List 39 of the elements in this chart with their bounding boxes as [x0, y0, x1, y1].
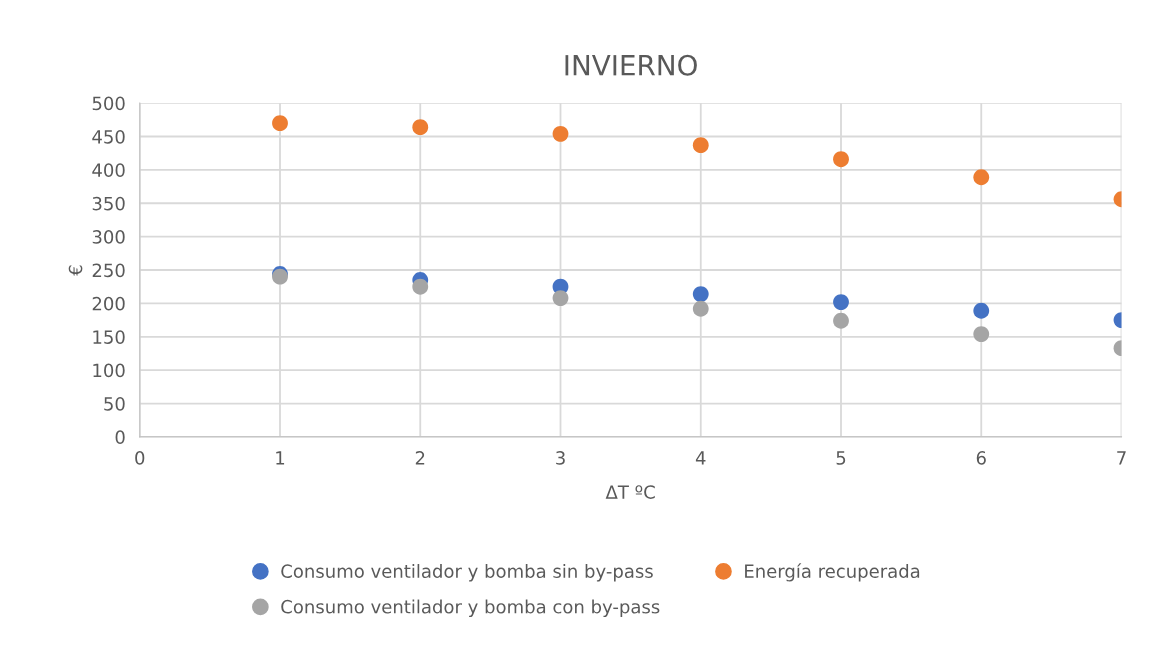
point [552, 290, 569, 306]
y-axis-title: € [68, 265, 83, 276]
x-tick-label: 0 [135, 451, 145, 465]
y-tick-label: 300 [92, 230, 125, 244]
x-axis-title: ΔT ºC [605, 485, 655, 499]
point [833, 294, 849, 310]
x-tick-label: 4 [695, 451, 706, 465]
y-tick-label: 100 [93, 363, 125, 378]
y-tick-label: 350 [92, 196, 125, 211]
x-tick-label: 3 [556, 451, 565, 465]
y-tick-label: 50 [104, 396, 125, 411]
point [272, 115, 288, 132]
point [833, 151, 849, 168]
point [412, 119, 429, 136]
x-tick-label: 1 [276, 451, 285, 465]
y-tick-label: 250 [92, 263, 125, 278]
point [973, 302, 990, 319]
legend-label: Consumo ventilador y bomba con by-pass [281, 599, 660, 618]
x-tick-label: 5 [836, 451, 846, 465]
point [692, 137, 709, 154]
chart-title: INVIERNO [565, 54, 697, 76]
y-tick-label: 150 [93, 330, 125, 344]
legend-label: Energía recuperada [745, 563, 920, 582]
legend-label: Consumo ventilador y bomba sin by-pass [281, 564, 653, 582]
y-tick-label: 450 [92, 129, 125, 144]
y-tick-label: 0 [115, 430, 125, 445]
y-tick-label: 200 [92, 296, 125, 311]
point [692, 286, 709, 302]
point [692, 300, 709, 317]
point [833, 312, 849, 329]
y-tick-label: 500 [92, 96, 125, 111]
x-tick-label: 2 [415, 451, 425, 465]
y-tick-label: 400 [92, 163, 125, 178]
point [973, 326, 990, 343]
point [552, 125, 569, 142]
x-tick-label: 7 [1117, 451, 1126, 465]
point [973, 169, 990, 186]
x-tick-label: 6 [976, 451, 986, 465]
point [412, 278, 429, 295]
